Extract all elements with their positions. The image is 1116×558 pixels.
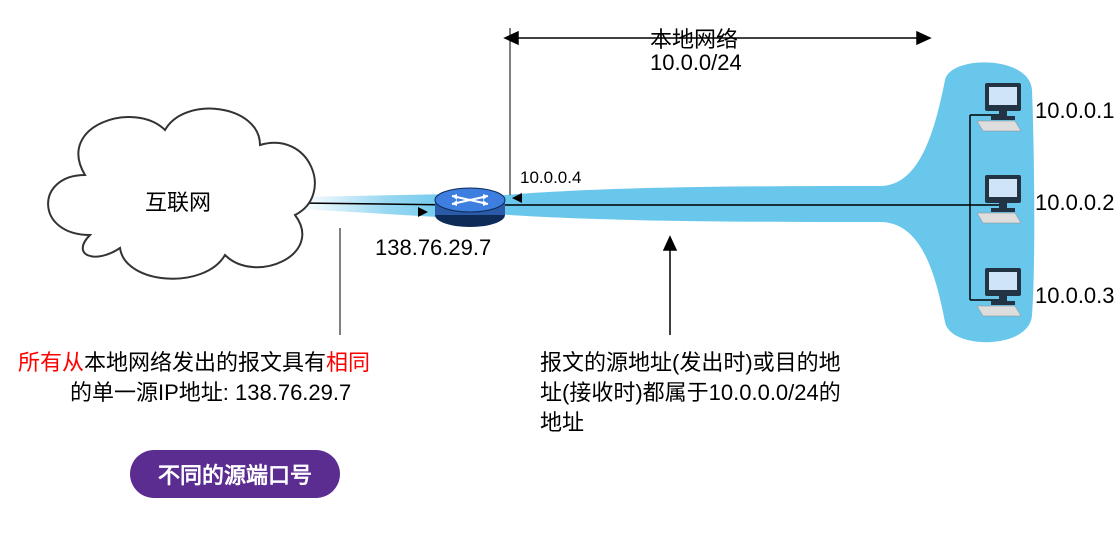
router-public-ip: 138.76.29.7 (375, 235, 491, 261)
left-caption-1c: 相同 (326, 350, 370, 375)
wan-link-fill (300, 194, 455, 218)
port-badge: 不同的源端口号 (130, 450, 340, 498)
right-caption-line3: 地址 (540, 405, 584, 437)
left-caption-line1: 所有从本地网络发出的报文具有相同 (18, 345, 370, 377)
right-caption-line2: 址(接收时)都属于10.0.0.0/24的 (540, 375, 841, 407)
right-pointer (664, 237, 676, 335)
left-caption-1b: 本地网络发出的报文具有 (84, 350, 326, 375)
left-caption-1a: 所有从 (18, 350, 84, 375)
lan-blob (495, 62, 1034, 342)
host-ip-1: 10.0.0.1 (1035, 98, 1115, 124)
nat-router (435, 188, 505, 227)
right-caption-line1: 报文的源地址(发出时)或目的地 (540, 345, 841, 377)
host-ip-3: 10.0.0.3 (1035, 283, 1115, 309)
left-caption-line2: 的单一源IP地址: 138.76.29.7 (70, 375, 351, 407)
top-subnet: 10.0.0/24 (650, 50, 742, 76)
cloud-label: 互联网 (145, 185, 211, 217)
host-ip-2: 10.0.0.2 (1035, 190, 1115, 216)
router-lan-ip: 10.0.0.4 (520, 168, 581, 188)
